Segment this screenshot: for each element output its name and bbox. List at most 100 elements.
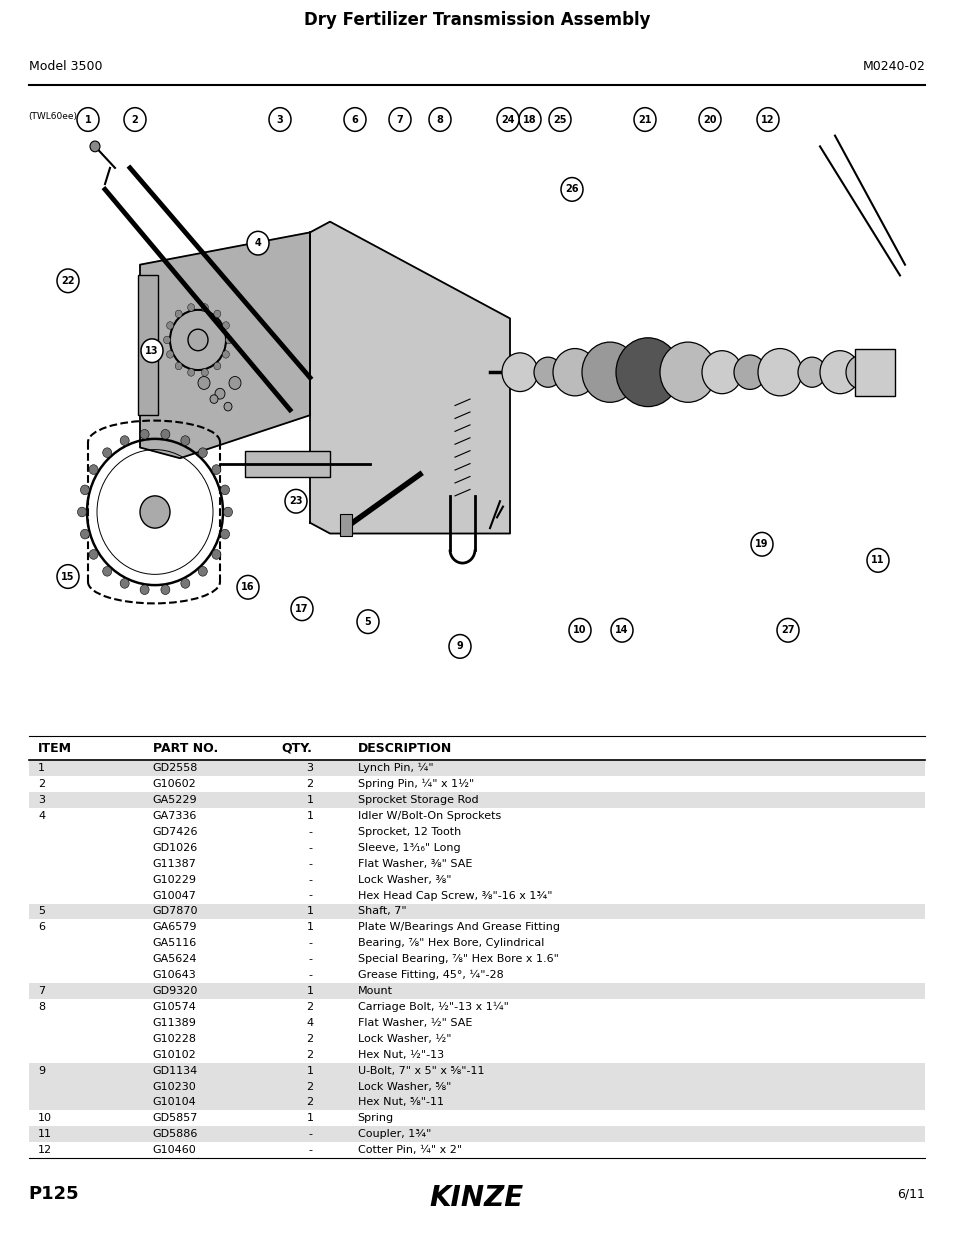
- Circle shape: [356, 610, 378, 634]
- Text: 22: 22: [61, 275, 74, 285]
- Circle shape: [120, 578, 129, 588]
- Bar: [29, 904, 924, 919]
- Polygon shape: [310, 221, 510, 534]
- Text: G10229: G10229: [152, 874, 196, 884]
- Text: 9: 9: [456, 641, 463, 651]
- Text: 7: 7: [38, 986, 45, 997]
- Text: -: -: [308, 890, 312, 900]
- Text: Hex Nut, ½"-13: Hex Nut, ½"-13: [357, 1050, 443, 1060]
- Circle shape: [57, 564, 79, 588]
- Circle shape: [534, 357, 561, 388]
- Circle shape: [820, 351, 859, 394]
- Text: G10104: G10104: [152, 1098, 196, 1108]
- Text: Shaft, 7": Shaft, 7": [357, 906, 406, 916]
- Circle shape: [212, 550, 221, 559]
- Circle shape: [750, 532, 772, 556]
- Text: 2: 2: [306, 1082, 314, 1092]
- Text: 1: 1: [306, 811, 314, 821]
- Circle shape: [776, 619, 799, 642]
- Circle shape: [449, 635, 471, 658]
- Circle shape: [103, 448, 112, 457]
- Bar: [854, 348, 894, 396]
- Circle shape: [90, 141, 100, 152]
- Text: 17: 17: [294, 604, 309, 614]
- Text: G10460: G10460: [152, 1145, 196, 1155]
- Text: 21: 21: [638, 115, 651, 125]
- Text: 3: 3: [38, 795, 45, 805]
- Circle shape: [201, 369, 208, 377]
- Text: Model 3500: Model 3500: [29, 61, 102, 73]
- Text: 2: 2: [306, 779, 314, 789]
- Text: Lynch Pin, ¼": Lynch Pin, ¼": [357, 763, 433, 773]
- Text: Lock Washer, ½": Lock Washer, ½": [357, 1034, 451, 1044]
- Circle shape: [429, 107, 451, 131]
- Circle shape: [163, 336, 171, 343]
- Text: G11387: G11387: [152, 858, 196, 868]
- Text: -: -: [308, 971, 312, 981]
- Circle shape: [181, 578, 190, 588]
- Text: GD2558: GD2558: [152, 763, 198, 773]
- Text: 9: 9: [38, 1066, 45, 1076]
- Circle shape: [77, 107, 99, 131]
- Text: 1: 1: [306, 906, 314, 916]
- Text: G10047: G10047: [152, 890, 196, 900]
- Text: -: -: [308, 842, 312, 853]
- Text: G10230: G10230: [152, 1082, 196, 1092]
- Circle shape: [220, 530, 230, 538]
- Circle shape: [175, 310, 182, 317]
- Text: 18: 18: [522, 115, 537, 125]
- Text: ITEM: ITEM: [38, 741, 72, 755]
- Text: 11: 11: [870, 556, 883, 566]
- Text: Spring Pin, ¼" x 1½": Spring Pin, ¼" x 1½": [357, 779, 474, 789]
- Circle shape: [634, 107, 656, 131]
- Circle shape: [518, 107, 540, 131]
- Text: G10574: G10574: [152, 1002, 196, 1011]
- Circle shape: [167, 322, 173, 330]
- Circle shape: [188, 369, 194, 377]
- Text: DESCRIPTION: DESCRIPTION: [357, 741, 452, 755]
- Text: 16: 16: [241, 582, 254, 593]
- Text: 6: 6: [38, 923, 45, 932]
- Circle shape: [701, 351, 741, 394]
- Circle shape: [80, 485, 90, 495]
- Text: 8: 8: [38, 1002, 45, 1011]
- Circle shape: [167, 351, 173, 358]
- Circle shape: [198, 448, 207, 457]
- Text: Sprocket Storage Rod: Sprocket Storage Rod: [357, 795, 477, 805]
- Text: -: -: [308, 1145, 312, 1155]
- Circle shape: [285, 489, 307, 513]
- Text: 1: 1: [306, 795, 314, 805]
- Text: 20: 20: [702, 115, 716, 125]
- Text: 13: 13: [145, 346, 158, 356]
- Text: KINZE: KINZE: [430, 1183, 523, 1212]
- Text: Hex Head Cap Screw, ⅜"-16 x 1¾": Hex Head Cap Screw, ⅜"-16 x 1¾": [357, 890, 552, 900]
- Text: Sleeve, 1³⁄₁₆" Long: Sleeve, 1³⁄₁₆" Long: [357, 842, 460, 853]
- Text: M0240-02: M0240-02: [862, 61, 924, 73]
- Bar: [339, 514, 352, 536]
- Circle shape: [161, 585, 170, 594]
- Text: GA6579: GA6579: [152, 923, 197, 932]
- Circle shape: [223, 508, 233, 516]
- Text: Coupler, 1¾": Coupler, 1¾": [357, 1129, 431, 1140]
- Circle shape: [120, 436, 129, 446]
- Circle shape: [616, 338, 679, 406]
- Circle shape: [344, 107, 366, 131]
- Circle shape: [229, 377, 241, 389]
- Text: 2: 2: [306, 1034, 314, 1044]
- Circle shape: [845, 354, 877, 389]
- Text: 1: 1: [306, 923, 314, 932]
- Text: U-Bolt, 7" x 5" x ⅝"-11: U-Bolt, 7" x 5" x ⅝"-11: [357, 1066, 484, 1076]
- Text: GD5886: GD5886: [152, 1129, 198, 1140]
- Text: 23: 23: [289, 496, 302, 506]
- Text: 3: 3: [306, 763, 314, 773]
- Text: 25: 25: [553, 115, 566, 125]
- Circle shape: [57, 269, 79, 293]
- Circle shape: [222, 322, 229, 330]
- Circle shape: [77, 508, 87, 516]
- Circle shape: [866, 548, 888, 572]
- Text: GD7870: GD7870: [152, 906, 198, 916]
- Text: G10643: G10643: [152, 971, 196, 981]
- Text: Lock Washer, ⅝": Lock Washer, ⅝": [357, 1082, 451, 1092]
- Text: G10602: G10602: [152, 779, 196, 789]
- Text: 6: 6: [352, 115, 358, 125]
